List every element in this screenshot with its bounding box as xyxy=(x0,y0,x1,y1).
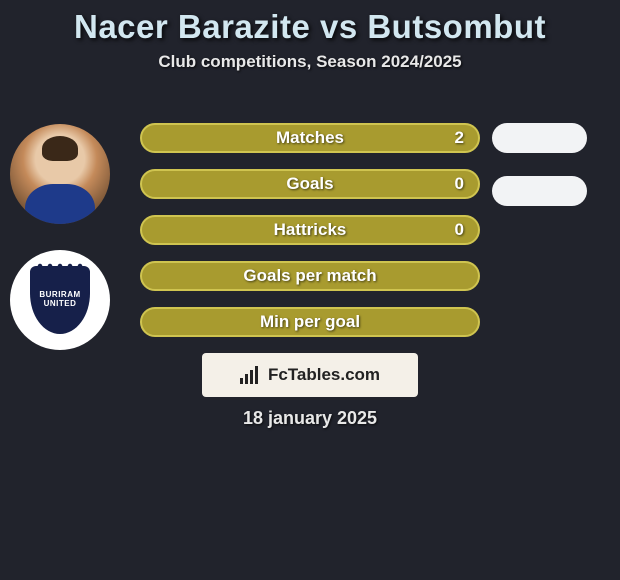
avatar-column: BURIRAM UNITED xyxy=(10,124,110,350)
stat-bar: Min per goal xyxy=(140,307,480,337)
stat-bar-value: 2 xyxy=(455,128,464,148)
stat-bar: Goals per match xyxy=(140,261,480,291)
club-crest-icon: BURIRAM UNITED xyxy=(30,266,90,334)
stat-bar: Hattricks 0 xyxy=(140,215,480,245)
barchart-icon xyxy=(240,366,262,384)
stat-bar-label: Hattricks xyxy=(274,220,347,240)
subtitle: Club competitions, Season 2024/2025 xyxy=(0,52,620,72)
stat-bar: Goals 0 xyxy=(140,169,480,199)
stat-bar: Matches 2 xyxy=(140,123,480,153)
crest-text: BURIRAM UNITED xyxy=(30,291,90,309)
stat-bars: Matches 2 Goals 0 Hattricks 0 Goals per match M… xyxy=(140,123,480,337)
stat-bar-value: 0 xyxy=(455,174,464,194)
site-badge: FcTables.com xyxy=(202,353,418,397)
footer-date: 18 january 2025 xyxy=(0,408,620,429)
stat-bar-value: 0 xyxy=(455,220,464,240)
stat-bar-label: Matches xyxy=(276,128,344,148)
player2-avatar: BURIRAM UNITED xyxy=(10,250,110,350)
stat-bar-label: Min per goal xyxy=(260,312,360,332)
page-title: Nacer Barazite vs Butsombut xyxy=(0,0,620,46)
stat-bar-label: Goals xyxy=(286,174,333,194)
comparison-pills xyxy=(492,123,587,206)
site-badge-text: FcTables.com xyxy=(268,365,380,385)
comparison-pill xyxy=(492,176,587,206)
comparison-pill xyxy=(492,123,587,153)
player1-avatar xyxy=(10,124,110,224)
stat-bar-label: Goals per match xyxy=(243,266,376,286)
